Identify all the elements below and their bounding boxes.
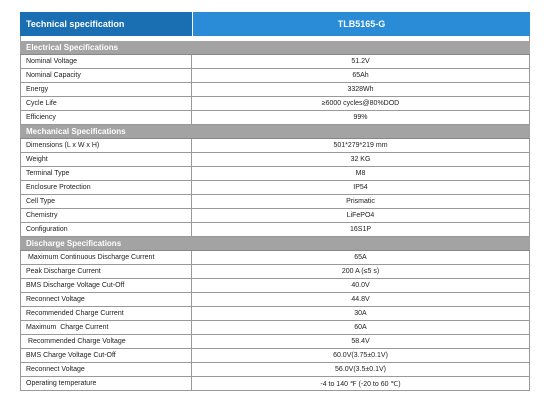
section-title: Mechanical Specifications [20, 125, 530, 139]
spec-label: Operating temperature [21, 377, 192, 390]
spec-row: Reconnect Voltage 56.0V(3.5±0.1V) [20, 363, 530, 377]
spec-label: Energy [21, 83, 192, 96]
spec-label: Recommended Charge Current [21, 307, 192, 320]
spec-row: BMS Charge Voltage Cut-Off 60.0V(3.75±0.1… [20, 349, 530, 363]
spec-value: 501*279*219 mm [333, 142, 388, 149]
spec-table: Technical specification TLB5165-G Electr… [20, 12, 530, 391]
spec-label: Maximum Charge Current [21, 321, 192, 334]
spec-value: 60.0V(3.75±0.1V) [333, 352, 388, 359]
spec-row: Configuration 16S1P [20, 223, 530, 237]
spec-label: Recommended Charge Voltage [21, 335, 192, 348]
spec-value: 32 KG [350, 156, 371, 163]
spec-row: Peak Discharge Current 200 A (≤5 s) [20, 265, 530, 279]
spec-value: LiFePO4 [346, 212, 375, 219]
spec-value: 30A [354, 310, 367, 317]
spec-label: Nominal Capacity [21, 69, 192, 82]
spec-value: 44.8V [351, 296, 370, 303]
spec-label: Cell Type [21, 195, 192, 208]
spec-label: Reconnect Voltage [21, 293, 192, 306]
spec-value: 200 A (≤5 s) [341, 268, 380, 275]
spec-value: 58.4V [351, 338, 370, 345]
spec-row: BMS Discharge Voltage Cut-Off 40.0V [20, 279, 530, 293]
spec-label: Terminal Type [21, 167, 192, 180]
spec-value: 65Ah [352, 72, 369, 79]
spec-label: Maximum Continuous Discharge Current [21, 251, 192, 264]
spec-row: Weight 32 KG [20, 153, 530, 167]
spec-label: Weight [21, 153, 192, 166]
spec-label: Configuration [21, 223, 192, 236]
spec-value: 3328Wh [347, 86, 374, 93]
spec-label: Efficiency [21, 111, 192, 124]
spec-label: Nominal Voltage [21, 55, 192, 68]
section-title: Discharge Specifications [20, 237, 530, 251]
spec-row: Terminal Type M8 [20, 167, 530, 181]
spec-row: Cell Type Prismatic [20, 195, 530, 209]
spec-label: Chemistry [21, 209, 192, 222]
spec-value: 40.0V [351, 282, 370, 289]
spec-value: M8 [355, 170, 366, 177]
spec-row: Energy 3328Wh [20, 83, 530, 97]
spec-row: Reconnect Voltage 44.8V [20, 293, 530, 307]
spec-label: Cycle Life [21, 97, 192, 110]
spec-row: Maximum Charge Current 60A [20, 321, 530, 335]
spec-value: 65A [354, 254, 367, 261]
spacer [20, 36, 530, 41]
table-header: Technical specification TLB5165-G [20, 12, 530, 36]
spec-value: 99% [353, 114, 368, 121]
spec-row: Cycle Life ≥6000 cycles@80%DOD [20, 97, 530, 111]
spec-row: Dimensions (L x W x H) 501*279*219 mm [20, 139, 530, 153]
spec-value: 16S1P [349, 226, 372, 233]
spec-label: BMS Charge Voltage Cut-Off [21, 349, 192, 362]
spec-value: IP54 [353, 184, 368, 191]
spec-label: Enclosure Protection [21, 181, 192, 194]
spec-label: Peak Discharge Current [21, 265, 192, 278]
spec-value: Prismatic [346, 198, 375, 205]
spec-label: Dimensions (L x W x H) [21, 139, 192, 152]
spec-value: 51.2V [351, 58, 370, 65]
spec-value: -4 to 140 ℉ (-20 to 60 ℃) [320, 380, 401, 388]
header-label: Technical specification [20, 12, 192, 36]
spec-value: ≥6000 cycles@80%DOD [321, 100, 400, 107]
spec-value: 56.0V(3.5±0.1V) [335, 366, 386, 373]
spec-label: Reconnect Voltage [21, 363, 192, 376]
section-title: Electrical Specifications [20, 41, 530, 55]
spec-row: Efficiency 99% [20, 111, 530, 125]
header-model: TLB5165-G [192, 12, 530, 36]
spec-row: Chemistry LiFePO4 [20, 209, 530, 223]
spec-row: Maximum Continuous Discharge Current 65A [20, 251, 530, 265]
spec-row: Nominal Capacity 65Ah [20, 69, 530, 83]
spec-row: Operating temperature -4 to 140 ℉ (-20 to… [20, 377, 530, 391]
spec-row: Recommended Charge Current 30A [20, 307, 530, 321]
spec-row: Recommended Charge Voltage 58.4V [20, 335, 530, 349]
spec-row: Enclosure Protection IP54 [20, 181, 530, 195]
spec-row: Nominal Voltage 51.2V [20, 55, 530, 69]
spec-label: BMS Discharge Voltage Cut-Off [21, 279, 192, 292]
spec-value: 60A [354, 324, 367, 331]
